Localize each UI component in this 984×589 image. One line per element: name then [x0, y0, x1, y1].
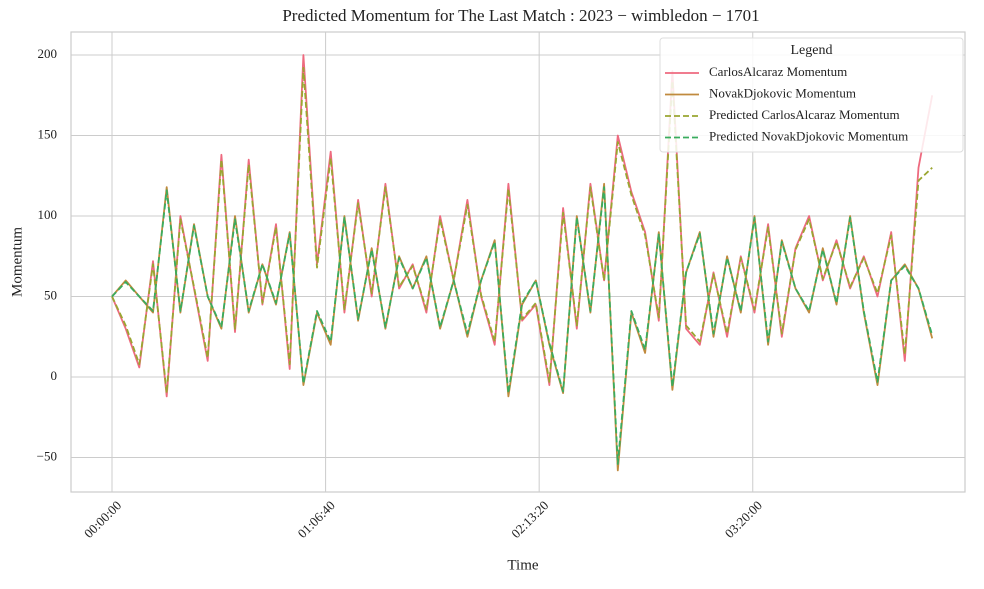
x-tick-label: 03:20:00	[722, 498, 765, 541]
legend-label: Predicted NovakDjokovic Momentum	[709, 128, 908, 143]
legend-title: Legend	[791, 43, 833, 58]
y-tick-label: 100	[38, 207, 58, 222]
y-tick-label: 150	[38, 127, 58, 142]
x-tick-label: 01:06:40	[295, 498, 338, 541]
x-tick-label: 02:13:20	[508, 498, 551, 541]
chart-title: Predicted Momentum for The Last Match : …	[282, 6, 759, 25]
x-tick-label: 00:00:00	[81, 498, 124, 541]
y-tick-label: 0	[51, 368, 58, 383]
plot-frame	[70, 31, 966, 493]
legend-label: Predicted CarlosAlcaraz Momentum	[709, 107, 900, 122]
series-line	[111, 186, 934, 465]
x-axis-label: Time	[507, 557, 538, 573]
legend-label: NovakDjokovic Momentum	[709, 85, 856, 100]
legend-box	[659, 37, 964, 153]
y-axis-label: Momentum	[9, 227, 25, 297]
series-line	[111, 67, 933, 394]
y-tick-label: 50	[44, 288, 57, 303]
y-tick-label: −50	[37, 449, 57, 464]
legend-label: CarlosAlcaraz Momentum	[709, 64, 847, 79]
series-line	[111, 182, 934, 472]
y-tick-label: 200	[38, 46, 58, 61]
